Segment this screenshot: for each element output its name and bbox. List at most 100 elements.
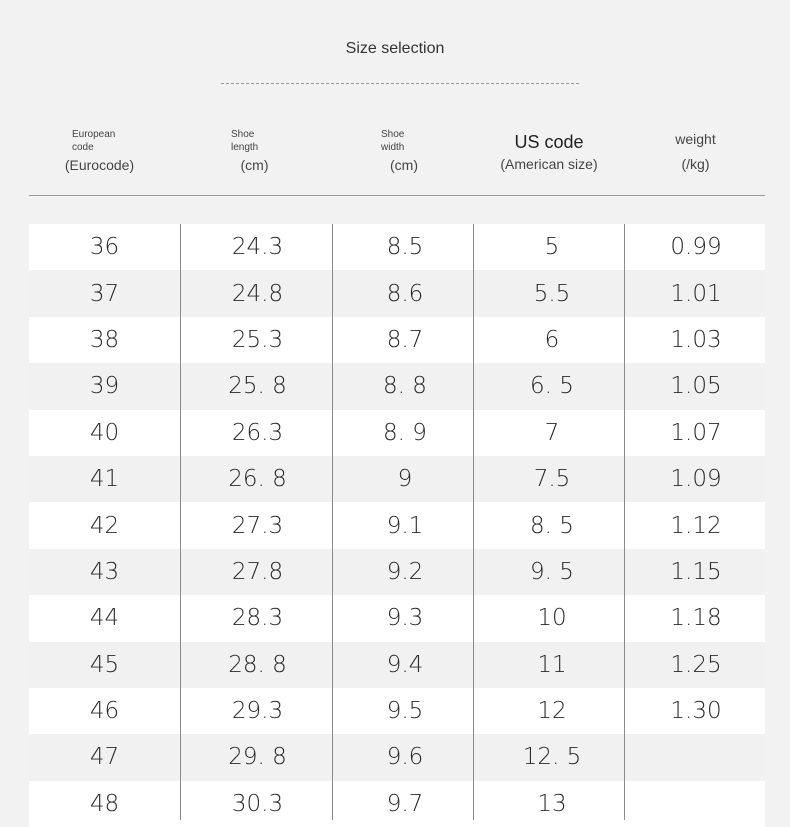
cell-european-code: 47 bbox=[89, 744, 120, 771]
cell-shoe-length: 29. 8 bbox=[228, 744, 287, 771]
cell-european-code: 40 bbox=[89, 419, 120, 446]
cell-shoe-width: 8. 8 bbox=[383, 373, 427, 400]
cell-shoe-width: 8. 9 bbox=[383, 419, 427, 446]
column-divider bbox=[332, 224, 333, 820]
cell-weight: 1.09 bbox=[670, 466, 722, 493]
cell-us-code: 7 bbox=[544, 419, 560, 446]
cell-european-code: 37 bbox=[89, 280, 120, 307]
table-row: 46 29.3 9.5 12 1.30 bbox=[29, 687, 765, 735]
cell-shoe-length: 27.3 bbox=[231, 512, 284, 539]
cell-shoe-width: 9.6 bbox=[386, 744, 424, 771]
cell-weight: 1.12 bbox=[670, 512, 722, 539]
header-divider bbox=[29, 195, 765, 196]
table-row: 44 28.3 9.3 10 1.18 bbox=[29, 595, 765, 642]
cell-us-code: 9. 5 bbox=[530, 558, 574, 585]
cell-shoe-width: 9.2 bbox=[386, 558, 424, 585]
cell-shoe-width: 8.6 bbox=[386, 280, 424, 307]
table-row: 36 24.3 8.5 5 0.99 bbox=[29, 224, 765, 271]
cell-shoe-width: 9.7 bbox=[386, 790, 424, 817]
cell-us-code: 5 bbox=[544, 234, 560, 261]
cell-shoe-width: 8.5 bbox=[386, 234, 424, 261]
column-divider bbox=[473, 224, 474, 820]
cell-shoe-length: 29.3 bbox=[231, 698, 284, 725]
cell-shoe-length: 27.8 bbox=[231, 558, 284, 585]
title-divider bbox=[221, 83, 579, 84]
header-weight-line1: weight bbox=[675, 131, 716, 147]
cell-shoe-length: 28. 8 bbox=[228, 651, 287, 678]
cell-weight: 1.07 bbox=[670, 419, 722, 446]
cell-shoe-length: 30.3 bbox=[231, 790, 284, 817]
cell-weight: 1.03 bbox=[670, 326, 722, 353]
header-us-code-unit: (American size) bbox=[500, 156, 598, 172]
cell-us-code: 12. 5 bbox=[522, 744, 582, 771]
cell-us-code: 5.5 bbox=[533, 280, 571, 307]
cell-shoe-width: 9.5 bbox=[386, 698, 424, 725]
cell-weight: 1.15 bbox=[670, 558, 722, 585]
cell-european-code: 48 bbox=[89, 790, 120, 817]
header-shoe-width: Shoe width (cm) bbox=[334, 128, 474, 173]
cell-shoe-width: 8.7 bbox=[386, 326, 424, 353]
cell-european-code: 36 bbox=[89, 234, 120, 261]
header-shoe-width-unit: (cm) bbox=[390, 157, 418, 173]
cell-us-code: 10 bbox=[537, 605, 567, 632]
cell-us-code: 6. 5 bbox=[530, 373, 574, 400]
cell-shoe-length: 25.3 bbox=[231, 326, 284, 353]
header-shoe-length-unit: (cm) bbox=[240, 157, 269, 173]
cell-us-code: 13 bbox=[537, 790, 567, 817]
table-row: 39 25. 8 8. 8 6. 5 1.05 bbox=[29, 363, 765, 410]
column-divider bbox=[624, 224, 625, 820]
cell-us-code: 6 bbox=[544, 326, 560, 353]
cell-european-code: 38 bbox=[89, 326, 120, 353]
cell-weight: 1.30 bbox=[670, 698, 722, 725]
cell-weight: 1.18 bbox=[670, 605, 722, 632]
cell-european-code: 42 bbox=[89, 512, 120, 539]
header-european-code-line1: European bbox=[72, 129, 116, 140]
cell-shoe-length: 25. 8 bbox=[228, 373, 287, 400]
header-shoe-length-line2: length bbox=[231, 142, 259, 153]
header-weight-unit: (/kg) bbox=[681, 156, 710, 172]
cell-shoe-width: 9.3 bbox=[386, 605, 424, 632]
column-divider bbox=[180, 224, 181, 820]
header-shoe-length-line1: Shoe bbox=[231, 129, 255, 140]
cell-european-code: 46 bbox=[89, 698, 120, 725]
table-row: 42 27.3 9.1 8. 5 1.12 bbox=[29, 502, 765, 549]
header-shoe-width-line1: Shoe bbox=[381, 129, 405, 140]
header-shoe-width-line2: width bbox=[381, 142, 405, 153]
table-row: 38 25.3 8.7 6 1.03 bbox=[29, 316, 765, 364]
cell-european-code: 45 bbox=[89, 651, 120, 678]
cell-shoe-length: 24.3 bbox=[231, 234, 284, 261]
cell-shoe-width: 9.4 bbox=[386, 651, 424, 678]
cell-shoe-length: 24.8 bbox=[231, 280, 284, 307]
cell-us-code: 11 bbox=[537, 651, 567, 678]
cell-us-code: 7.5 bbox=[533, 466, 571, 493]
cell-european-code: 43 bbox=[89, 558, 120, 585]
table-row: 40 26.3 8. 9 7 1.07 bbox=[29, 409, 765, 456]
header-us-code: US code (American size) bbox=[474, 128, 624, 172]
table-row: 45 28. 8 9.4 11 1.25 bbox=[29, 641, 765, 688]
table-row: 48 30.3 9.7 13 bbox=[29, 780, 765, 827]
header-us-code-line1: US code bbox=[514, 132, 584, 152]
cell-weight: 1.05 bbox=[670, 373, 722, 400]
header-european-code-unit: (Eurocode) bbox=[64, 157, 135, 173]
page-title: Size selection bbox=[345, 40, 445, 57]
header-european-code: European code (Eurocode) bbox=[29, 128, 170, 173]
table-row: 37 24.8 8.6 5.5 1.01 bbox=[29, 270, 765, 317]
cell-european-code: 41 bbox=[89, 466, 120, 493]
cell-us-code: 12 bbox=[537, 698, 567, 725]
cell-shoe-length: 26.3 bbox=[231, 419, 284, 446]
table-row: 43 27.8 9.2 9. 5 1.15 bbox=[29, 548, 765, 596]
cell-shoe-width: 9 bbox=[397, 466, 413, 493]
cell-shoe-length: 28.3 bbox=[231, 605, 284, 632]
cell-shoe-width: 9.1 bbox=[386, 512, 424, 539]
cell-european-code: 44 bbox=[89, 605, 120, 632]
cell-weight: 0.99 bbox=[670, 234, 722, 261]
cell-european-code: 39 bbox=[89, 373, 120, 400]
header-european-code-line2: code bbox=[72, 142, 94, 153]
cell-weight: 1.01 bbox=[670, 280, 722, 307]
table-row: 41 26. 8 9 7.5 1.09 bbox=[29, 455, 765, 503]
cell-us-code: 8. 5 bbox=[530, 512, 574, 539]
cell-shoe-length: 26. 8 bbox=[228, 466, 287, 493]
header-weight: weight (/kg) bbox=[626, 128, 765, 172]
table-row: 47 29. 8 9.6 12. 5 bbox=[29, 734, 765, 781]
size-table: 36 24.3 8.5 5 0.99 37 24.8 8.6 5.5 1.01 38 25.3 8.7 6… bbox=[29, 224, 765, 827]
